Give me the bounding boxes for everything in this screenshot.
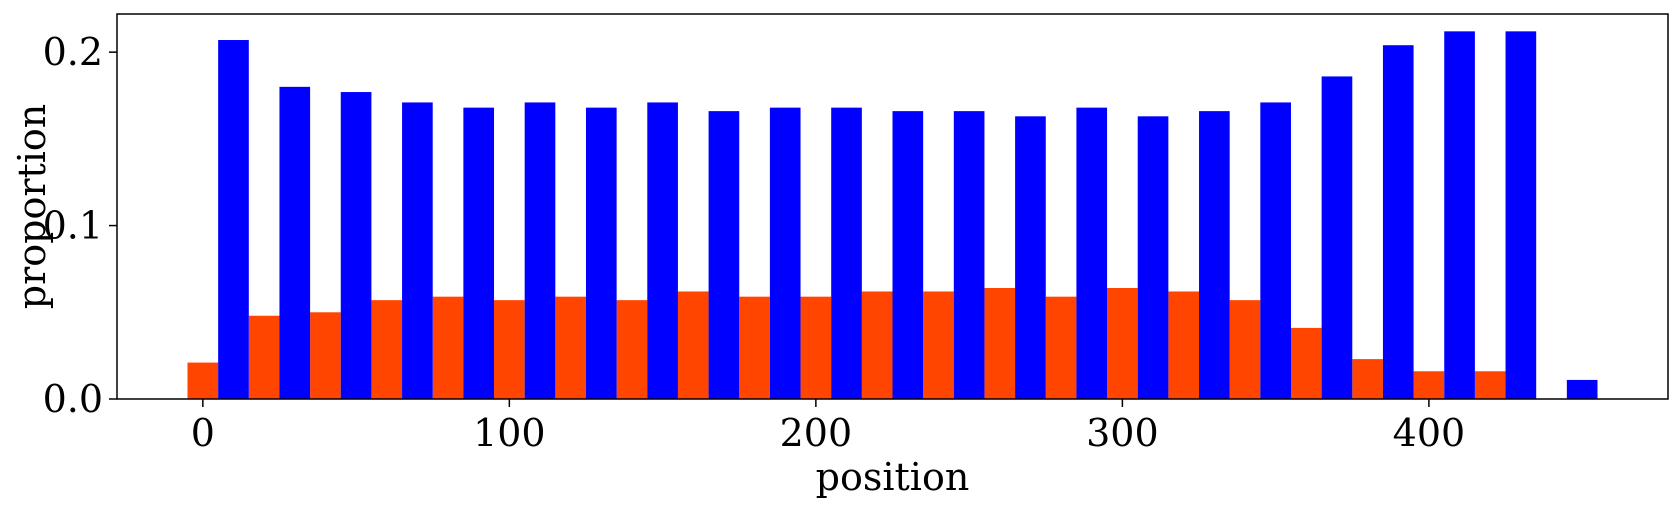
bar-orange-220 bbox=[861, 291, 893, 399]
bar-orange-340 bbox=[1229, 300, 1261, 399]
y-axis-label: proportion bbox=[10, 104, 54, 310]
bar-orange-300 bbox=[1107, 288, 1138, 399]
y-tick-label: 0.2 bbox=[43, 30, 103, 74]
x-tick-label: 200 bbox=[780, 411, 853, 455]
y-axis-ticks: 0.0 0.1 0.2 bbox=[43, 30, 117, 421]
bar-orange-320 bbox=[1168, 291, 1200, 399]
bar-blue-450 bbox=[1566, 379, 1598, 399]
bar-blue-190 bbox=[769, 107, 801, 399]
bar-orange-40 bbox=[310, 312, 341, 399]
bar-orange-280 bbox=[1045, 296, 1077, 399]
bar-blue-210 bbox=[831, 107, 862, 399]
bar-blue-270 bbox=[1015, 116, 1046, 399]
bar-orange-420 bbox=[1474, 371, 1506, 399]
plot-frame bbox=[116, 13, 1669, 400]
bar-orange-0 bbox=[187, 362, 219, 399]
bar-orange-160 bbox=[677, 291, 709, 399]
x-tick-label: 300 bbox=[1086, 411, 1159, 455]
bar-blue-110 bbox=[524, 102, 556, 399]
bar-orange-200 bbox=[800, 296, 832, 399]
bar-blue-350 bbox=[1260, 102, 1291, 399]
y-tick-label: 0.0 bbox=[43, 377, 103, 421]
bar-blue-250 bbox=[953, 111, 985, 399]
bar-orange-60 bbox=[371, 300, 403, 399]
x-axis-ticks: 0 100 200 300 400 bbox=[191, 399, 1465, 455]
bars-layer bbox=[187, 31, 1598, 400]
bar-blue-290 bbox=[1076, 107, 1108, 399]
bar-blue-330 bbox=[1199, 111, 1230, 399]
bar-blue-370 bbox=[1321, 76, 1353, 399]
bar-blue-230 bbox=[892, 111, 924, 399]
bar-blue-130 bbox=[585, 107, 617, 399]
bar-blue-430 bbox=[1505, 31, 1537, 399]
bar-orange-360 bbox=[1290, 327, 1322, 399]
bar-orange-20 bbox=[248, 315, 280, 399]
bar-orange-80 bbox=[432, 296, 464, 399]
bar-blue-90 bbox=[463, 107, 495, 399]
bar-blue-150 bbox=[647, 102, 678, 399]
x-tick-label: 100 bbox=[473, 411, 546, 455]
bar-blue-410 bbox=[1444, 31, 1475, 399]
x-axis-label: position bbox=[816, 455, 970, 499]
x-tick-label: 0 bbox=[191, 411, 215, 455]
bar-blue-30 bbox=[279, 86, 311, 400]
bar-orange-180 bbox=[739, 296, 770, 399]
bar-blue-390 bbox=[1382, 45, 1414, 399]
bar-orange-380 bbox=[1352, 359, 1383, 399]
y-tick-label: 0.1 bbox=[43, 204, 103, 248]
bar-orange-100 bbox=[494, 300, 525, 399]
bar-orange-240 bbox=[923, 291, 954, 399]
bar-blue-310 bbox=[1137, 116, 1169, 399]
bar-blue-10 bbox=[218, 40, 249, 399]
bar-orange-140 bbox=[616, 300, 648, 399]
bar-orange-260 bbox=[984, 288, 1016, 399]
bar-blue-70 bbox=[402, 102, 433, 399]
x-tick-label: 400 bbox=[1393, 411, 1466, 455]
bar-orange-120 bbox=[555, 296, 586, 399]
bar-orange-400 bbox=[1413, 371, 1445, 399]
bar-blue-50 bbox=[340, 92, 372, 400]
bar-blue-170 bbox=[708, 111, 740, 399]
